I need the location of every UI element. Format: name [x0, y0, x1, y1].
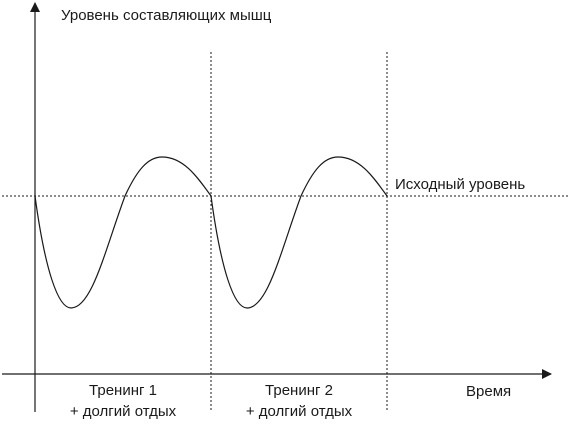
phase-2-title: Тренинг 2 — [265, 382, 333, 399]
muscle-level-curve — [34, 156, 388, 309]
x-axis-label: Время — [466, 383, 511, 400]
baseline-label: Исходный уровень — [395, 176, 525, 193]
y-axis-label: Уровень составляющих мышц — [61, 7, 272, 24]
phase-1-title: Тренинг 1 — [89, 382, 157, 399]
phase-1-subtitle: + долгий отдых — [70, 403, 177, 420]
phase-2-subtitle: + долгий отдых — [246, 403, 353, 420]
